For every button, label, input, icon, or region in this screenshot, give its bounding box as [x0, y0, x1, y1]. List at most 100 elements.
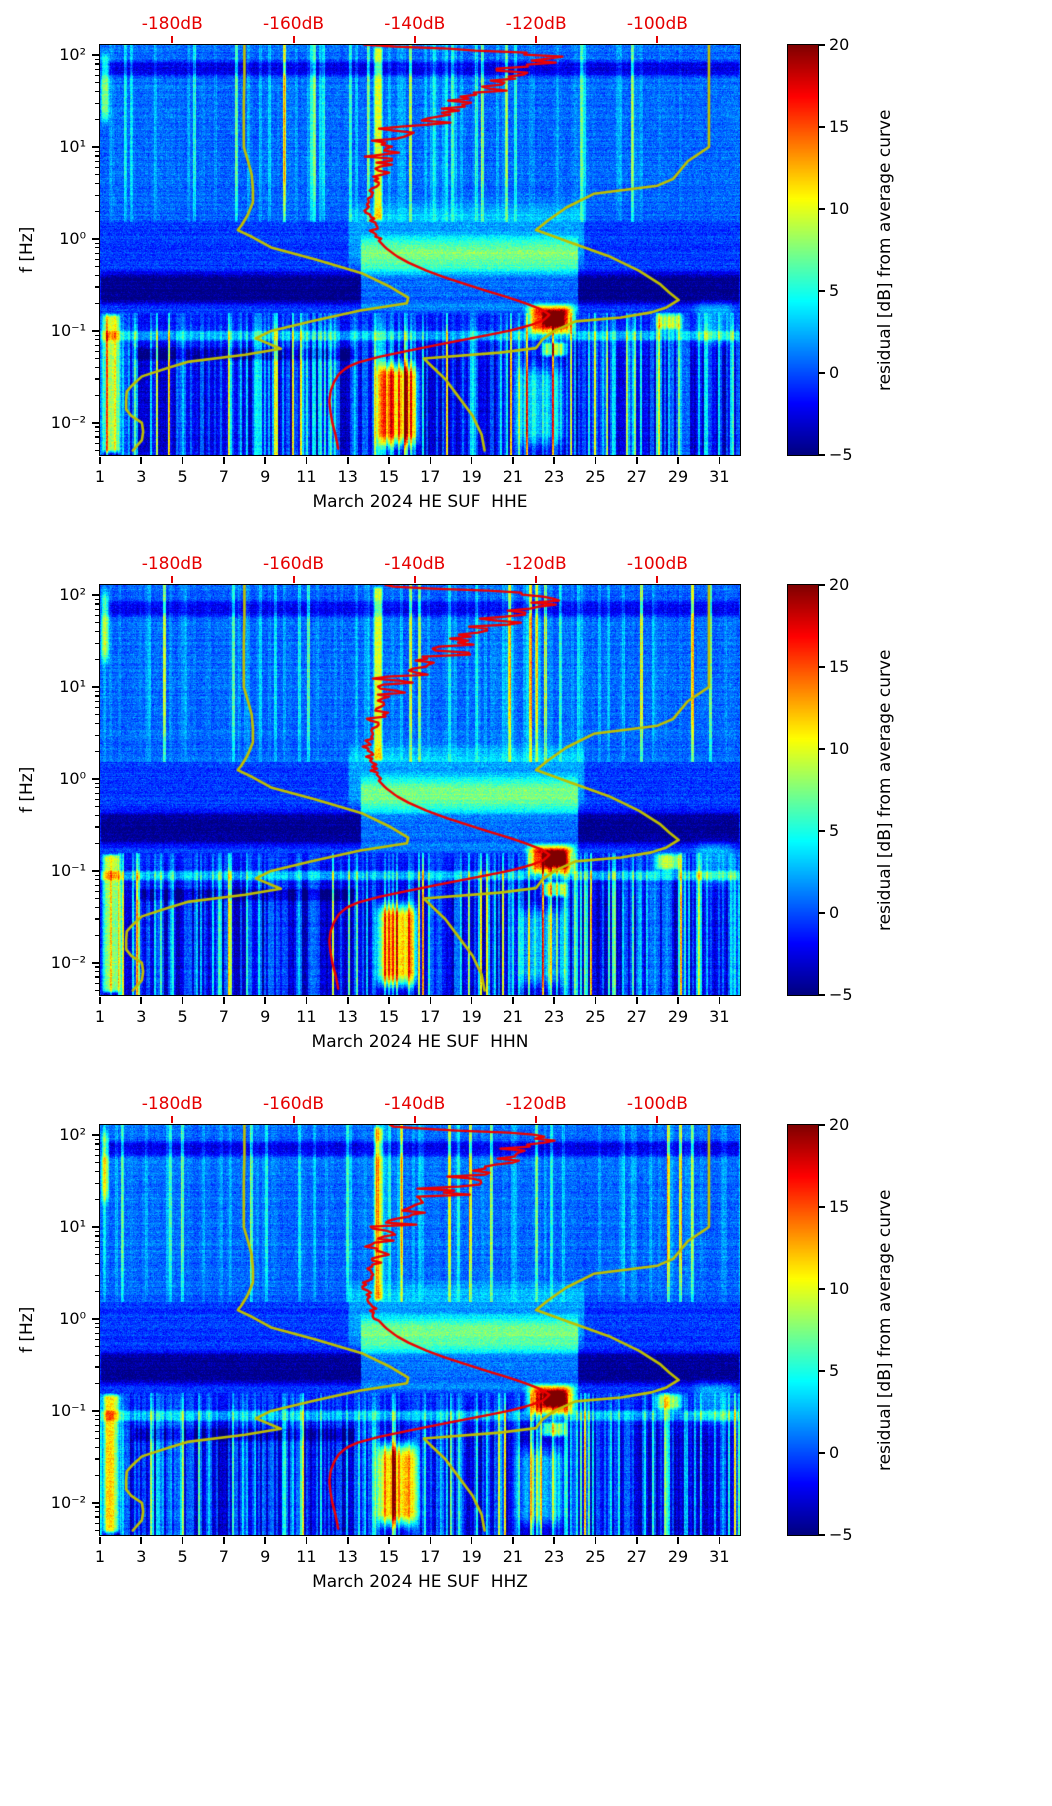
x-tick [718, 457, 721, 464]
x-tick-label: 11 [296, 1007, 317, 1026]
spectrogram-canvas [100, 585, 740, 995]
x-tick [388, 457, 390, 464]
x-tick-label: 21 [502, 1547, 524, 1566]
top-axis-db-label: -140dB [384, 14, 446, 34]
y-minor-tick [95, 150, 100, 152]
x-tick-label: 15 [378, 1547, 400, 1566]
x-tick [470, 1537, 473, 1544]
y-minor-tick [95, 394, 100, 396]
colorbar-tick-label: 0 [829, 1443, 840, 1462]
colorbar-tick [819, 454, 825, 456]
colorbar-tick [819, 1206, 825, 1208]
y-minor-tick [95, 1430, 100, 1432]
colorbar-tick-label: 0 [829, 363, 840, 382]
y-minor-tick [95, 976, 100, 978]
y-tick-label: 10² [59, 45, 86, 65]
x-tick-label: 11 [296, 1547, 317, 1566]
x-tick [264, 1537, 266, 1544]
x-tick-label: 19 [461, 467, 482, 486]
y-minor-tick [95, 378, 100, 380]
x-tick [388, 1537, 390, 1544]
y-minor-tick [95, 1246, 100, 1249]
colorbar-tick-label: 5 [829, 821, 840, 840]
x-tick [594, 997, 597, 1004]
x-tick [677, 1537, 679, 1544]
y-major-tick [92, 1318, 100, 1320]
x-tick [635, 997, 638, 1004]
y-minor-tick [95, 714, 100, 716]
y-tick-label: 10² [59, 585, 86, 605]
colorbar-tick [819, 830, 825, 832]
y-minor-tick [95, 68, 100, 70]
x-tick [181, 457, 184, 464]
x-tick [512, 997, 514, 1004]
y-minor-tick [95, 1162, 100, 1164]
x-tick-label: 3 [136, 1547, 147, 1566]
top-axis-tick [656, 36, 659, 43]
colorbar-canvas [788, 585, 818, 995]
y-major-tick [92, 870, 100, 872]
y-minor-tick [95, 982, 100, 984]
x-tick-label: 27 [626, 467, 647, 486]
y-tick-label: 10¹ [59, 137, 86, 157]
y-minor-tick [95, 874, 100, 876]
x-tick-label: 15 [378, 1007, 400, 1026]
top-axis-db-label: -180dB [141, 554, 203, 574]
y-minor-tick [95, 1290, 100, 1292]
y-minor-tick [95, 1143, 100, 1145]
x-tick [512, 457, 514, 464]
y-minor-tick [95, 1474, 100, 1476]
y-minor-tick [95, 966, 100, 968]
y-major-tick [92, 1226, 100, 1228]
top-axis-tick [656, 576, 659, 583]
x-tick [718, 1537, 721, 1544]
y-minor-tick [95, 160, 100, 162]
top-axis-tick [292, 36, 295, 43]
colorbar-tick-label: 20 [829, 35, 850, 54]
top-axis-db-label: -180dB [141, 14, 203, 34]
top-axis-tick [171, 576, 174, 583]
y-minor-tick [95, 442, 100, 444]
y-minor-tick [95, 63, 100, 65]
y-minor-tick [95, 102, 100, 104]
x-tick-label: 29 [667, 1007, 689, 1026]
y-tick-label: 10⁰ [59, 768, 86, 788]
x-tick-label: 1 [94, 1547, 106, 1566]
y-minor-tick [95, 431, 100, 433]
x-tick [635, 1537, 638, 1544]
colorbar-tick [819, 994, 825, 996]
y-major-tick [92, 54, 100, 56]
x-tick-label: 25 [585, 1007, 606, 1026]
y-minor-tick [95, 1382, 100, 1384]
x-tick-label: 29 [667, 467, 689, 486]
y-minor-tick [95, 700, 100, 702]
y-minor-tick [95, 1171, 100, 1173]
y-tick-label: 10⁰ [59, 1308, 86, 1328]
y-minor-tick [95, 1424, 100, 1426]
x-tick [429, 457, 432, 464]
x-tick-label: 7 [218, 1547, 229, 1566]
x-tick-label: 3 [136, 467, 147, 486]
x-tick-label: 1 [94, 1007, 106, 1026]
colorbar-tick [819, 1534, 825, 1536]
x-tick-label: 11 [296, 467, 317, 486]
y-minor-tick [95, 603, 100, 605]
colorbar [787, 1124, 819, 1536]
y-major-tick [92, 1502, 100, 1504]
x-tick-label: 19 [461, 1547, 482, 1566]
y-minor-tick [95, 1235, 100, 1237]
colorbar-tick-label: −5 [829, 985, 853, 1004]
y-minor-tick [95, 787, 100, 789]
colorbar-tick [819, 208, 825, 210]
x-tick [388, 997, 390, 1004]
y-minor-tick [95, 344, 100, 346]
y-minor-tick [95, 1198, 100, 1200]
x-tick [181, 1537, 184, 1544]
y-tick-label: 10⁻² [50, 1492, 86, 1512]
y-minor-tick [95, 706, 100, 709]
y-minor-tick [95, 798, 100, 800]
x-tick-label: 13 [337, 1547, 358, 1566]
